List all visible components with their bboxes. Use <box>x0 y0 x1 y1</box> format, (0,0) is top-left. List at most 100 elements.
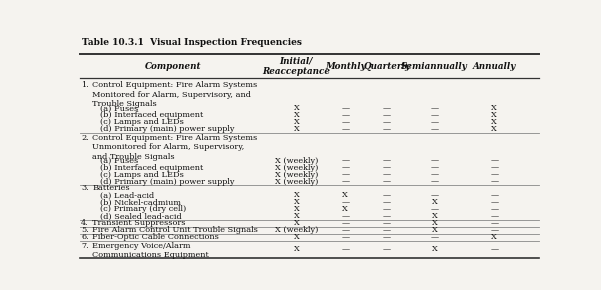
Text: 2.: 2. <box>81 134 89 142</box>
Text: —: — <box>383 198 391 206</box>
Text: X: X <box>293 104 299 113</box>
Text: —: — <box>341 157 349 165</box>
Text: —: — <box>383 245 391 253</box>
Text: Table 10.3.1  Visual Inspection Frequencies: Table 10.3.1 Visual Inspection Frequenci… <box>82 38 302 47</box>
Text: X: X <box>432 226 438 234</box>
Text: X: X <box>432 245 438 253</box>
Text: —: — <box>341 233 349 241</box>
Text: —: — <box>383 171 391 179</box>
Text: —: — <box>341 111 349 119</box>
Text: —: — <box>341 104 349 113</box>
Text: —: — <box>383 233 391 241</box>
Text: —: — <box>490 245 498 253</box>
Text: —: — <box>490 205 498 213</box>
Text: —: — <box>431 118 439 126</box>
Text: (b) Nickel-cadmium: (b) Nickel-cadmium <box>100 198 182 206</box>
Text: —: — <box>383 157 391 165</box>
Text: X (weekly): X (weekly) <box>275 164 318 172</box>
Text: —: — <box>431 111 439 119</box>
Text: (a) Fuses: (a) Fuses <box>100 157 138 165</box>
Text: —: — <box>490 171 498 179</box>
Text: X: X <box>432 219 438 227</box>
Text: —: — <box>383 125 391 133</box>
Text: —: — <box>383 226 391 234</box>
Text: Control Equipment: Fire Alarm Systems
Monitored for Alarm, Supervisory, and
Trou: Control Equipment: Fire Alarm Systems Mo… <box>93 81 258 108</box>
Text: X: X <box>293 219 299 227</box>
Text: —: — <box>341 219 349 227</box>
Text: —: — <box>341 212 349 220</box>
Text: —: — <box>383 164 391 172</box>
Text: (d) Sealed lead-acid: (d) Sealed lead-acid <box>100 212 182 220</box>
Text: X: X <box>293 205 299 213</box>
Text: X: X <box>492 104 497 113</box>
Text: —: — <box>383 191 391 200</box>
Text: X: X <box>492 111 497 119</box>
Text: —: — <box>431 125 439 133</box>
Text: —: — <box>431 205 439 213</box>
Text: Monthly: Monthly <box>325 61 365 70</box>
Text: Component: Component <box>145 61 201 70</box>
Text: X: X <box>293 191 299 200</box>
Text: —: — <box>431 157 439 165</box>
Text: X: X <box>293 198 299 206</box>
Text: —: — <box>431 191 439 200</box>
Text: —: — <box>341 245 349 253</box>
Text: X: X <box>293 245 299 253</box>
Text: —: — <box>383 104 391 113</box>
Text: 3.: 3. <box>81 184 89 193</box>
Text: (b) Interfaced equipment: (b) Interfaced equipment <box>100 111 204 119</box>
Text: X: X <box>432 212 438 220</box>
Text: —: — <box>341 226 349 234</box>
Text: (c) Lamps and LEDs: (c) Lamps and LEDs <box>100 118 184 126</box>
Text: (c) Primary (dry cell): (c) Primary (dry cell) <box>100 205 186 213</box>
Text: X: X <box>293 212 299 220</box>
Text: X (weekly): X (weekly) <box>275 177 318 186</box>
Text: X: X <box>293 118 299 126</box>
Text: (d) Primary (main) power supply: (d) Primary (main) power supply <box>100 125 235 133</box>
Text: —: — <box>383 219 391 227</box>
Text: —: — <box>431 177 439 186</box>
Text: X: X <box>492 125 497 133</box>
Text: Quarterly: Quarterly <box>364 61 410 70</box>
Text: —: — <box>341 177 349 186</box>
Text: 5.: 5. <box>81 226 89 234</box>
Text: X: X <box>432 198 438 206</box>
Text: (c) Lamps and LEDs: (c) Lamps and LEDs <box>100 171 184 179</box>
Text: —: — <box>341 164 349 172</box>
Text: —: — <box>490 164 498 172</box>
Text: Emergency Voice/Alarm
Communications Equipment: Emergency Voice/Alarm Communications Equ… <box>93 242 209 259</box>
Text: —: — <box>431 164 439 172</box>
Text: X (weekly): X (weekly) <box>275 157 318 165</box>
Text: —: — <box>490 226 498 234</box>
Text: 4.: 4. <box>81 219 89 227</box>
Text: 1.: 1. <box>81 81 89 90</box>
Text: —: — <box>383 111 391 119</box>
Text: Annually: Annually <box>472 61 516 70</box>
Text: —: — <box>341 171 349 179</box>
Text: —: — <box>490 219 498 227</box>
Text: —: — <box>490 212 498 220</box>
Text: Initial/
Reacceptance: Initial/ Reacceptance <box>263 56 331 76</box>
Text: Transient Suppressors: Transient Suppressors <box>93 219 186 227</box>
Text: X: X <box>492 233 497 241</box>
Text: —: — <box>383 118 391 126</box>
Text: —: — <box>490 157 498 165</box>
Text: 6.: 6. <box>81 233 89 241</box>
Text: Semiannually: Semiannually <box>401 61 468 70</box>
Text: —: — <box>383 177 391 186</box>
Text: —: — <box>431 104 439 113</box>
Text: X: X <box>293 233 299 241</box>
Text: 7.: 7. <box>81 242 89 250</box>
Text: X: X <box>293 111 299 119</box>
Text: (a) Fuses: (a) Fuses <box>100 104 138 113</box>
Text: —: — <box>341 118 349 126</box>
Text: —: — <box>490 198 498 206</box>
Text: Fiber-Optic Cable Connections: Fiber-Optic Cable Connections <box>93 233 219 241</box>
Text: —: — <box>431 171 439 179</box>
Text: (d) Primary (main) power supply: (d) Primary (main) power supply <box>100 177 235 186</box>
Text: X: X <box>343 191 348 200</box>
Text: —: — <box>490 191 498 200</box>
Text: X (weekly): X (weekly) <box>275 171 318 179</box>
Text: X: X <box>293 125 299 133</box>
Text: —: — <box>490 177 498 186</box>
